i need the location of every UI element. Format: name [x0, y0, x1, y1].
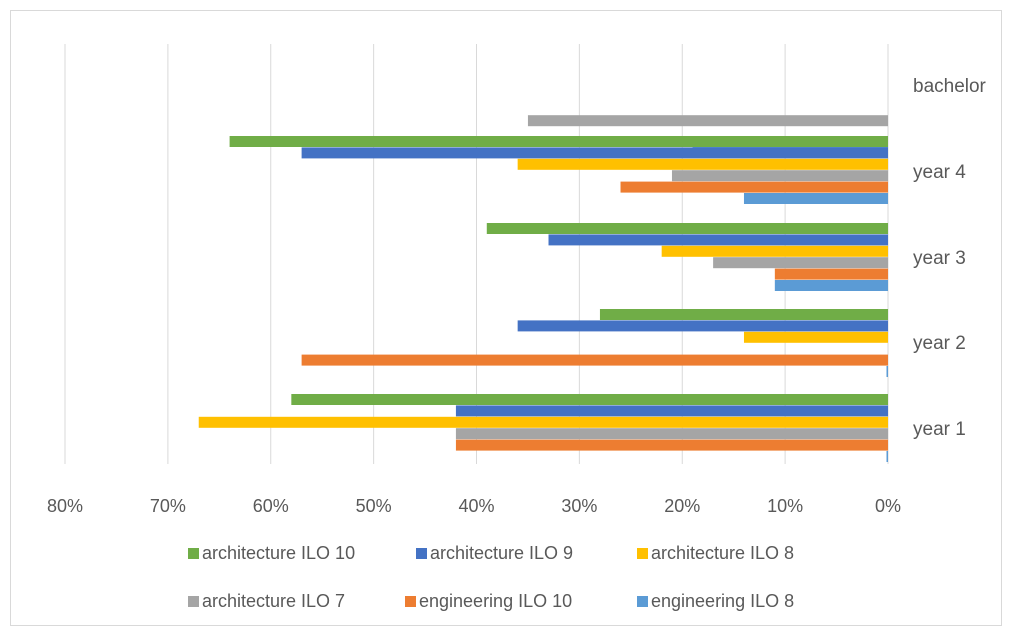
legend-item-architecture-ilo-10: architecture ILO 10	[188, 543, 355, 563]
legend-swatch	[188, 596, 199, 607]
bar-engineering-ilo-8-year-2	[886, 366, 888, 377]
x-tick-label: 80%	[47, 496, 83, 516]
x-tick-label: 30%	[561, 496, 597, 516]
bar-architecture-ilo-10-year-2	[599, 309, 888, 320]
legend-swatch	[416, 548, 427, 559]
x-axis-tick-labels: 80% 70% 60% 50% 40% 30% 20% 10% 0%	[47, 496, 901, 516]
legend-label: engineering ILO 8	[651, 591, 794, 611]
bar-engineering-ilo-10-year-1	[455, 439, 888, 451]
legend-item-architecture-ilo-9: architecture ILO 9	[416, 543, 573, 563]
legend-label: architecture ILO 8	[651, 543, 794, 563]
legend-item-engineering-ilo-8: engineering ILO 8	[637, 591, 794, 611]
x-tick-label: 60%	[253, 496, 289, 516]
bars	[198, 115, 889, 462]
bar-architecture-ilo-7-year-1	[455, 428, 888, 440]
legend-swatch	[637, 548, 648, 559]
chart-frame: 80% 70% 60% 50% 40% 30% 20% 10% 0% bachelor year …	[10, 10, 1002, 626]
bar-architecture-ilo-8-year-1	[198, 416, 889, 428]
bar-engineering-ilo-10-year-4	[620, 181, 888, 193]
category-label-year-1: year 1	[913, 419, 966, 440]
bar-architecture-ilo-9-year-4	[301, 147, 888, 159]
legend-item-architecture-ilo-7: architecture ILO 7	[188, 591, 345, 611]
bar-architecture-ilo-10-year-1	[291, 394, 888, 405]
x-tick-label: 10%	[767, 496, 803, 516]
bar-architecture-ilo-8-year-2	[743, 331, 888, 343]
bar-engineering-ilo-10-year-3	[774, 268, 888, 280]
x-tick-label: 0%	[875, 496, 901, 516]
legend-item-architecture-ilo-8: architecture ILO 8	[637, 543, 794, 563]
bar-engineering-ilo-8-year-4	[743, 193, 888, 204]
chart-svg: 80% 70% 60% 50% 40% 30% 20% 10% 0% bachelor year …	[47, 44, 987, 611]
bar-architecture-ilo-10-year-3	[486, 223, 888, 234]
legend-swatch	[637, 596, 648, 607]
legend-swatch	[188, 548, 199, 559]
bar-architecture-ilo-9-year-3	[548, 234, 888, 246]
category-label-year-4: year 4	[913, 162, 966, 183]
bar-architecture-ilo-10-year-4	[229, 136, 889, 147]
category-label-year-2: year 2	[913, 333, 966, 354]
legend-swatch	[405, 596, 416, 607]
bar-architecture-ilo-8-year-3	[661, 245, 888, 257]
bar-engineering-ilo-8-year-3	[774, 280, 888, 291]
bar-engineering-ilo-10-year-2	[301, 354, 888, 366]
x-tick-label: 50%	[356, 496, 392, 516]
legend-item-engineering-ilo-10: engineering ILO 10	[405, 591, 572, 611]
bar-architecture-ilo-9-year-1	[455, 405, 888, 417]
legend-label: architecture ILO 10	[202, 543, 355, 563]
x-tick-label: 40%	[458, 496, 494, 516]
x-tick-label: 70%	[150, 496, 186, 516]
bar-architecture-ilo-9-year-2	[517, 320, 888, 332]
bar-architecture-ilo-8-year-4	[517, 158, 888, 170]
bar-engineering-ilo-8-year-1	[886, 451, 888, 462]
legend-label: architecture ILO 7	[202, 591, 345, 611]
x-tick-label: 20%	[664, 496, 700, 516]
category-labels: bachelor year 4 year 3 year 2 year 1	[913, 76, 987, 440]
category-label-bachelor: bachelor	[913, 76, 987, 97]
bar-architecture-ilo-7-year-4	[671, 170, 888, 182]
legend-label: engineering ILO 10	[419, 591, 572, 611]
legend-label: architecture ILO 9	[430, 543, 573, 563]
legend: architecture ILO 10 architecture ILO 9 arc…	[188, 543, 794, 611]
bar-architecture-ilo-7-bachelor	[527, 115, 888, 127]
category-label-year-3: year 3	[913, 248, 966, 269]
bar-architecture-ilo-7-year-3	[713, 257, 888, 269]
